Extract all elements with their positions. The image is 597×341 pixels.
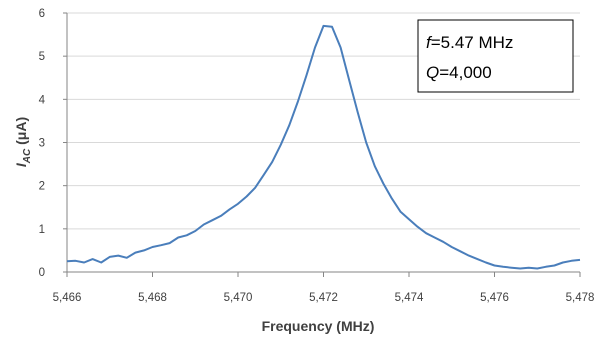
x-tick-label: 5,472 — [309, 292, 338, 304]
x-tick-label: 5,466 — [53, 292, 82, 304]
annotation-frequency-symbol: f — [426, 33, 433, 52]
y-tick-labels: 0 1 2 3 4 5 6 — [39, 8, 67, 279]
x-tick-label: 5,474 — [395, 292, 424, 304]
annotation-q-value: =4,000 — [439, 63, 491, 82]
x-tick-label: 5,470 — [224, 292, 253, 304]
x-tick-label: 5,478 — [566, 292, 595, 304]
y-axis-label-unit: (μA) — [13, 117, 29, 149]
series-line — [66, 24, 581, 270]
x-tick-label: 5,476 — [480, 292, 509, 304]
y-tick-label: 4 — [39, 94, 46, 106]
y-axis-label-sub: AC — [22, 148, 33, 164]
y-tick-label: 6 — [39, 8, 45, 20]
y-tick-label: 1 — [39, 224, 45, 236]
y-tick-label: 2 — [39, 181, 45, 193]
x-tick-labels: 5,466 5,468 5,470 5,472 5,474 5,476 5,478 — [53, 272, 595, 304]
x-tick-label: 5,468 — [138, 292, 167, 304]
annotation-frequency: f=5.47 MHz — [426, 33, 513, 52]
annotation-q-symbol: Q — [426, 63, 439, 82]
annotation-q-factor: Q=4,000 — [426, 63, 492, 82]
y-axis-label: IAC (μA) — [13, 117, 33, 167]
y-tick-label: 5 — [39, 51, 45, 63]
x-axis-label: Frequency (MHz) — [262, 318, 375, 334]
annotation-box: f=5.47 MHz Q=4,000 — [417, 19, 574, 93]
y-axis-label-main: I — [13, 162, 29, 167]
y-tick-label: 0 — [39, 267, 45, 279]
y-tick-label: 3 — [39, 138, 45, 150]
annotation-frequency-value: =5.47 MHz — [431, 33, 514, 52]
grid-lines — [67, 12, 580, 230]
